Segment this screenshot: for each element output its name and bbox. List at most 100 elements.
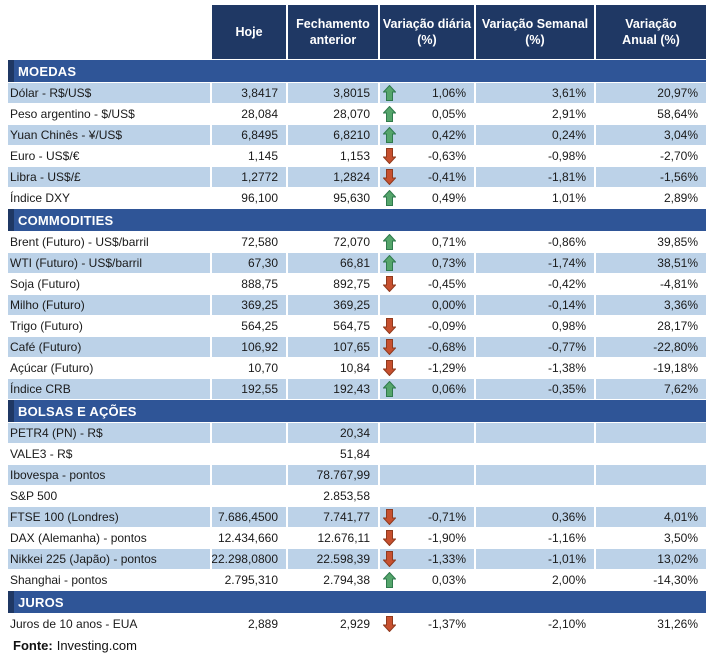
column-header-semanal: Variação Semanal (%) <box>476 5 596 59</box>
variacao-diaria-value: 0,73% <box>431 256 466 270</box>
variacao-diaria-value: -1,33% <box>427 552 466 566</box>
fechamento-anterior-value: 95,630 <box>288 188 380 208</box>
hoje-value: 369,25 <box>212 295 288 315</box>
variacao-semanal-value: -1,01% <box>476 549 596 569</box>
variacao-diaria-value: -1,90% <box>427 531 466 545</box>
table-row: Trigo (Futuro) 564,25 564,75 -0,09% 0,98% 28,… <box>8 316 706 336</box>
variacao-diaria-value: -0,68% <box>427 340 466 354</box>
table-row: DAX (Alemanha) - pontos 12.434,660 12.676,… <box>8 528 706 548</box>
table-row: WTI (Futuro) - US$/barril 67,30 66,81 0,73%… <box>8 253 706 273</box>
variacao-semanal-value <box>476 486 596 506</box>
variacao-anual-value: 2,89% <box>663 191 698 205</box>
down-arrow-icon <box>383 318 396 334</box>
variacao-semanal-value: 2,91% <box>476 104 596 124</box>
variacao-anual-value: 3,50% <box>663 531 698 545</box>
up-arrow-icon <box>383 190 396 206</box>
variacao-semanal-value <box>476 423 596 443</box>
variacao-diaria-value: 0,00% <box>431 298 466 312</box>
variacao-diaria-cell: -0,45% <box>380 274 476 294</box>
variacao-semanal-value: -0,86% <box>476 232 596 252</box>
column-header-row: Hoje Fechamento anterior Variação diária (… <box>212 5 706 59</box>
column-header-hoje: Hoje <box>212 5 288 59</box>
column-header-fech: Fechamento anterior <box>288 5 380 59</box>
fechamento-anterior-value: 51,84 <box>288 444 380 464</box>
hoje-value: 96,100 <box>212 188 288 208</box>
down-arrow-icon <box>383 616 396 632</box>
variacao-anual-value: 31,26% <box>657 617 698 631</box>
fechamento-anterior-value: 2,929 <box>288 614 380 634</box>
row-label: DAX (Alemanha) - pontos <box>8 528 212 548</box>
variacao-diaria-cell: 0,05% <box>380 104 476 124</box>
row-label: Dólar - R$/US$ <box>8 83 212 103</box>
hoje-value <box>212 423 288 443</box>
variacao-semanal-value: -1,16% <box>476 528 596 548</box>
table-row: Libra - US$/£ 1,2772 1,2824 -0,41% -1,81% -1,… <box>8 167 706 187</box>
row-label: Índice DXY <box>8 188 212 208</box>
variacao-diaria-cell: 0,03% <box>380 570 476 590</box>
variacao-semanal-value: -1,81% <box>476 167 596 187</box>
table-row: PETR4 (PN) - R$ 20,34 <box>8 423 706 443</box>
down-arrow-icon <box>383 551 396 567</box>
down-arrow-icon <box>383 276 396 292</box>
section-header-commodities: COMMODITIES <box>8 209 706 231</box>
up-arrow-icon <box>383 127 396 143</box>
row-label: Libra - US$/£ <box>8 167 212 187</box>
variacao-diaria-cell: -1,37% <box>380 614 476 634</box>
up-arrow-icon <box>383 572 396 588</box>
variacao-anual-value: -1,56% <box>596 167 706 187</box>
variacao-anual-value: 28,17% <box>657 319 698 333</box>
table-row: Café (Futuro) 106,92 107,65 -0,68% -0,77% -22… <box>8 337 706 357</box>
fechamento-anterior-value: 10,84 <box>288 358 380 378</box>
variacao-semanal-value <box>476 465 596 485</box>
row-label: PETR4 (PN) - R$ <box>8 423 212 443</box>
up-arrow-icon <box>383 234 396 250</box>
hoje-value: 67,30 <box>212 253 288 273</box>
variacao-diaria-cell: 0,42% <box>380 125 476 145</box>
fechamento-anterior-value: 107,65 <box>288 337 380 357</box>
variacao-anual-value: 3,36% <box>596 295 706 315</box>
variacao-anual-value <box>596 486 706 506</box>
variacao-anual-value: -2,70% <box>659 149 698 163</box>
down-arrow-icon <box>383 530 396 546</box>
variacao-diaria-cell: -0,09% <box>380 316 476 336</box>
hoje-value: 28,084 <box>212 104 288 124</box>
variacao-anual-value: 4,01% <box>596 507 706 527</box>
down-arrow-icon <box>383 339 396 355</box>
variacao-diaria-value: -1,29% <box>427 361 466 375</box>
variacao-semanal-value: 3,61% <box>476 83 596 103</box>
fechamento-anterior-value: 2.794,38 <box>288 570 380 590</box>
variacao-semanal-value: 2,00% <box>476 570 596 590</box>
up-arrow-icon <box>383 85 396 101</box>
variacao-anual-value <box>596 465 706 485</box>
up-arrow-icon <box>383 381 396 397</box>
table-row: Juros de 10 anos - EUA 2,889 2,929 -1,37% -2… <box>8 614 706 634</box>
variacao-diaria-value: -0,71% <box>427 510 466 524</box>
variacao-semanal-value: -2,10% <box>476 614 596 634</box>
fechamento-anterior-value: 192,43 <box>288 379 380 399</box>
row-label: Ibovespa - pontos <box>8 465 212 485</box>
table-body: MOEDAS Dólar - R$/US$ 3,8417 3,8015 1,06% 3,6… <box>8 60 706 634</box>
hoje-value <box>212 465 288 485</box>
variacao-anual-value: 38,51% <box>596 253 706 273</box>
variacao-anual-value: -22,80% <box>596 337 706 357</box>
table-row: VALE3 - R$ 51,84 <box>8 444 706 464</box>
variacao-diaria-value: 0,03% <box>431 573 466 587</box>
variacao-anual-value: 3,04% <box>596 125 706 145</box>
down-arrow-icon <box>383 148 396 164</box>
table-row: FTSE 100 (Londres) 7.686,4500 7.741,77 -0,7… <box>8 507 706 527</box>
hoje-value <box>212 444 288 464</box>
hoje-value: 72,580 <box>212 232 288 252</box>
variacao-anual-value: -4,81% <box>659 277 698 291</box>
variacao-semanal-value: -0,14% <box>476 295 596 315</box>
table-row: Brent (Futuro) - US$/barril 72,580 72,070 0… <box>8 232 706 252</box>
table-row: S&P 500 2.853,58 <box>8 486 706 506</box>
variacao-anual-value: -19,18% <box>653 361 698 375</box>
variacao-diaria-value: 0,71% <box>431 235 466 249</box>
variacao-diaria-cell: 0,73% <box>380 253 476 273</box>
variacao-diaria-cell <box>380 486 476 506</box>
variacao-semanal-value: -0,35% <box>476 379 596 399</box>
down-arrow-icon <box>383 169 396 185</box>
variacao-diaria-value: 0,05% <box>431 107 466 121</box>
hoje-value: 22.298,0800 <box>212 549 288 569</box>
row-label: Açúcar (Futuro) <box>8 358 212 378</box>
